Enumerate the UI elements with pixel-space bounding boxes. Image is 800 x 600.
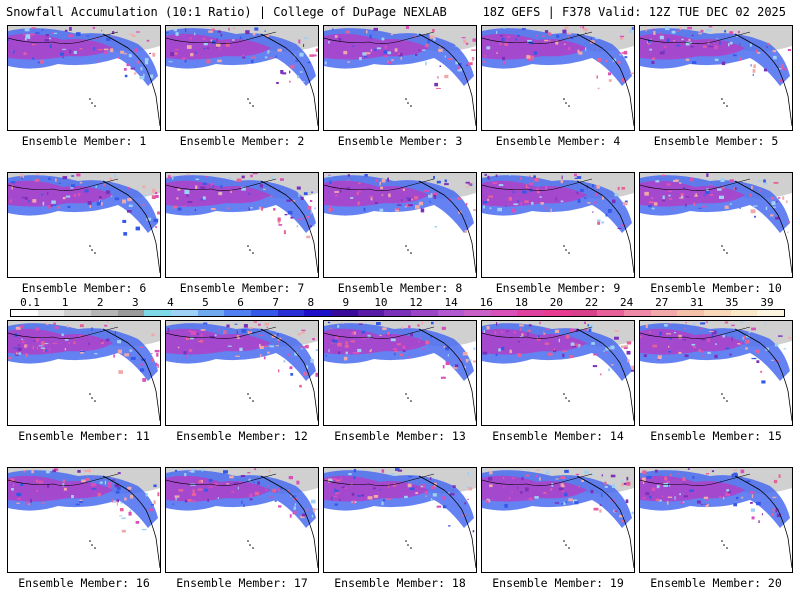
- ensemble-map-15: [639, 320, 793, 426]
- legend-label-7: 7: [272, 296, 279, 309]
- ensemble-member-label-3: Ensemble Member: 3: [337, 134, 463, 148]
- ensemble-map-19: [481, 467, 635, 573]
- ensemble-member-label-1: Ensemble Member: 1: [21, 134, 147, 148]
- legend-label-6: 6: [237, 296, 244, 309]
- ensemble-member-label-14: Ensemble Member: 14: [492, 429, 624, 443]
- legend-swatch-11: [304, 310, 331, 316]
- legend-label-3: 3: [131, 296, 139, 309]
- legend-swatch-19: [517, 310, 545, 316]
- legend-swatch-8: [224, 310, 251, 316]
- ensemble-member-label-10: Ensemble Member: 10: [650, 281, 782, 295]
- legend-label-14: 18: [514, 296, 528, 309]
- legend-label-10: 10: [374, 296, 388, 309]
- legend-swatch-24: [650, 310, 678, 316]
- ensemble-map-13: [323, 320, 477, 426]
- legend-swatch-5: [144, 310, 171, 316]
- legend-label-4: 4: [167, 296, 174, 309]
- ensemble-member-label-2: Ensemble Member: 2: [179, 134, 305, 148]
- legend-swatch-25: [677, 310, 705, 316]
- legend-swatch-14: [384, 310, 411, 316]
- ensemble-member-label-5: Ensemble Member: 5: [653, 134, 779, 148]
- legend-swatch-12: [330, 310, 358, 316]
- ensemble-member-label-6: Ensemble Member: 6: [21, 281, 147, 295]
- legend-swatch-23: [624, 310, 651, 316]
- legend-swatch-4: [117, 310, 145, 316]
- ensemble-member-label-4: Ensemble Member: 4: [495, 134, 621, 148]
- legend-label-11: 12: [409, 296, 423, 309]
- ensemble-map-7: [165, 172, 319, 278]
- legend-label-13: 16: [479, 296, 493, 309]
- legend-swatch-26: [704, 310, 731, 316]
- ensemble-map-14: [481, 320, 635, 426]
- legend-swatch-2: [64, 310, 91, 316]
- ensemble-member-label-16: Ensemble Member: 16: [18, 576, 150, 590]
- legend-label-2: 2: [96, 296, 104, 309]
- ensemble-map-1: [7, 25, 161, 131]
- map-title: Snowfall Accumulation (10:1 Ratio) | Col…: [6, 5, 447, 19]
- ensemble-member-label-17: Ensemble Member: 17: [176, 576, 308, 590]
- legend-swatch-0: [11, 310, 38, 316]
- ensemble-map-5: [639, 25, 793, 131]
- legend-swatch-6: [170, 310, 198, 316]
- ensemble-map-6: [7, 172, 161, 278]
- legend-swatch-22: [597, 310, 625, 316]
- ensemble-member-label-8: Ensemble Member: 8: [337, 281, 463, 295]
- ensemble-member-label-19: Ensemble Member: 19: [492, 576, 624, 590]
- legend-label-9: 9: [342, 296, 350, 309]
- legend-swatch-3: [90, 310, 118, 316]
- legend-color-bar: [10, 309, 785, 317]
- legend-swatch-9: [250, 310, 278, 316]
- ensemble-member-label-18: Ensemble Member: 18: [334, 576, 466, 590]
- ensemble-member-label-12: Ensemble Member: 12: [176, 429, 308, 443]
- legend-swatch-1: [37, 310, 65, 316]
- ensemble-map-3: [323, 25, 477, 131]
- ensemble-member-label-11: Ensemble Member: 11: [18, 429, 150, 443]
- legend-label-20: 35: [725, 296, 739, 309]
- ensemble-map-12: [165, 320, 319, 426]
- legend-labels: 0.1 1 2 3 4 5 6 7 8 9 10 12 14 16 18 20 22 24 27 31 35 39: [0, 296, 800, 310]
- legend-label-18: 27: [655, 296, 669, 309]
- ensemble-map-8: [323, 172, 477, 278]
- ensemble-member-label-9: Ensemble Member: 9: [495, 281, 621, 295]
- legend-swatch-16: [437, 310, 465, 316]
- legend-label-12: 14: [444, 296, 458, 309]
- ensemble-map-4: [481, 25, 635, 131]
- ensemble-member-label-15: Ensemble Member: 15: [650, 429, 782, 443]
- ensemble-map-20: [639, 467, 793, 573]
- ensemble-map-9: [481, 172, 635, 278]
- legend-label-5: 5: [202, 296, 209, 309]
- legend-label-0: 0.1: [20, 296, 40, 309]
- ensemble-member-label-20: Ensemble Member: 20: [650, 576, 782, 590]
- legend-swatch-17: [464, 310, 491, 316]
- legend-swatch-27: [730, 310, 758, 316]
- ensemble-map-18: [323, 467, 477, 573]
- legend-swatch-21: [570, 310, 598, 316]
- legend-swatch-10: [277, 310, 305, 316]
- legend-label-16: 22: [584, 296, 599, 309]
- legend-label-15: 20: [549, 296, 564, 309]
- legend-swatch-13: [357, 310, 385, 316]
- ensemble-member-label-7: Ensemble Member: 7: [179, 281, 305, 295]
- legend-swatch-20: [544, 310, 571, 316]
- run-info: 18Z GEFS | F378 Valid: 12Z TUE DEC 02 20…: [482, 5, 786, 19]
- ensemble-map-2: [165, 25, 319, 131]
- ensemble-map-16: [7, 467, 161, 573]
- legend-swatch-28: [757, 310, 785, 316]
- legend-label-8: 8: [307, 296, 315, 309]
- ensemble-map-11: [7, 320, 161, 426]
- ensemble-member-label-13: Ensemble Member: 13: [334, 429, 466, 443]
- legend-label-1: 1: [61, 296, 69, 309]
- legend-label-17: 24: [619, 296, 634, 309]
- legend-swatch-18: [490, 310, 518, 316]
- legend-swatch-15: [410, 310, 438, 316]
- ensemble-map-17: [165, 467, 319, 573]
- ensemble-map-10: [639, 172, 793, 278]
- legend-label-21: 39: [760, 296, 774, 309]
- legend-label-19: 31: [690, 296, 704, 309]
- legend-swatch-7: [197, 310, 225, 316]
